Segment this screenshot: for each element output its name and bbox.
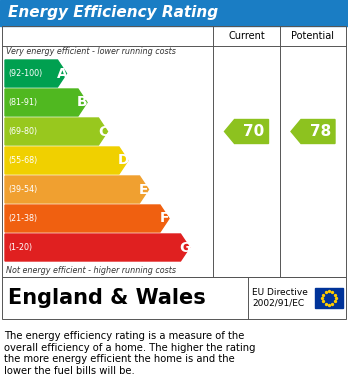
Text: (81-91): (81-91) — [8, 98, 37, 107]
Text: (69-80): (69-80) — [8, 127, 37, 136]
Text: (1-20): (1-20) — [8, 243, 32, 252]
Text: The energy efficiency rating is a measure of the
overall efficiency of a home. T: The energy efficiency rating is a measur… — [4, 331, 255, 376]
Text: (55-68): (55-68) — [8, 156, 37, 165]
Text: Not energy efficient - higher running costs: Not energy efficient - higher running co… — [6, 266, 176, 275]
Polygon shape — [5, 60, 66, 87]
Text: (21-38): (21-38) — [8, 214, 37, 223]
Bar — [2, 26, 346, 277]
Polygon shape — [5, 118, 108, 145]
Text: Very energy efficient - lower running costs: Very energy efficient - lower running co… — [6, 47, 176, 56]
Polygon shape — [5, 147, 128, 174]
Polygon shape — [224, 120, 269, 143]
Text: (92-100): (92-100) — [8, 69, 42, 78]
Polygon shape — [5, 205, 169, 232]
Polygon shape — [5, 234, 190, 261]
Text: G: G — [179, 240, 191, 255]
Text: Energy Efficiency Rating: Energy Efficiency Rating — [8, 5, 218, 20]
Text: E: E — [139, 183, 149, 197]
Text: B: B — [77, 95, 88, 109]
Bar — [2, 277, 346, 319]
Bar — [0, 0, 348, 26]
Polygon shape — [291, 120, 335, 143]
Text: EU Directive
2002/91/EC: EU Directive 2002/91/EC — [252, 288, 308, 308]
Text: F: F — [160, 212, 169, 226]
Text: England & Wales: England & Wales — [8, 288, 206, 308]
Text: (39-54): (39-54) — [8, 185, 37, 194]
Text: 70: 70 — [243, 124, 264, 139]
Bar — [315, 288, 343, 308]
Text: Current: Current — [228, 31, 265, 41]
Text: 78: 78 — [310, 124, 331, 139]
Text: Potential: Potential — [292, 31, 334, 41]
Text: A: A — [57, 66, 68, 81]
Polygon shape — [5, 89, 87, 116]
Polygon shape — [5, 176, 149, 203]
Text: D: D — [118, 154, 129, 167]
Text: C: C — [98, 124, 108, 138]
